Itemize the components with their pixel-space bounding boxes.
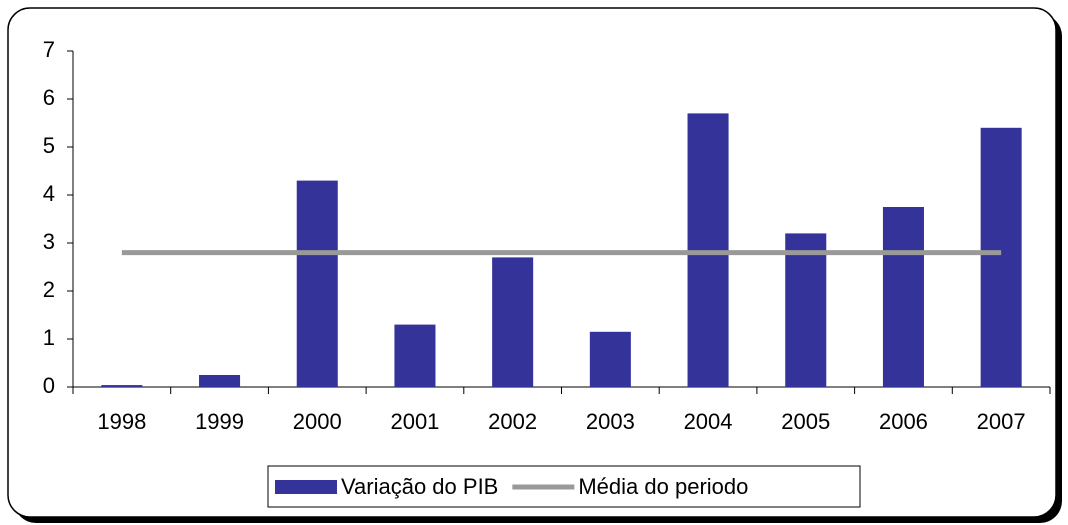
- legend-swatch: [275, 480, 337, 494]
- legend-label: Média do periodo: [578, 474, 748, 499]
- bar: [882, 207, 924, 387]
- x-tick-label: 2000: [293, 409, 342, 434]
- x-tick-label: 2002: [488, 409, 537, 434]
- y-tick-label: 5: [43, 133, 55, 158]
- y-tick-label: 7: [43, 37, 55, 62]
- x-tick-label: 2005: [781, 409, 830, 434]
- bar: [101, 385, 143, 387]
- y-tick-label: 0: [43, 373, 55, 398]
- bar: [980, 127, 1022, 388]
- x-tick-label: 1999: [195, 409, 244, 434]
- x-tick-label: 2007: [977, 409, 1026, 434]
- y-tick-label: 2: [43, 277, 55, 302]
- x-tick-label: 2004: [684, 409, 733, 434]
- legend-label: Variação do PIB: [341, 474, 498, 499]
- bar: [492, 257, 534, 387]
- y-tick-label: 3: [43, 229, 55, 254]
- y-tick-label: 4: [43, 181, 55, 206]
- y-tick-label: 6: [43, 85, 55, 110]
- x-tick-label: 1998: [97, 409, 146, 434]
- y-tick-label: 1: [43, 325, 55, 350]
- x-tick-label: 2006: [879, 409, 928, 434]
- bar: [394, 324, 436, 387]
- bar: [589, 331, 631, 387]
- bar: [785, 233, 827, 387]
- x-tick-label: 2001: [390, 409, 439, 434]
- bar: [296, 180, 338, 387]
- bar: [199, 375, 241, 387]
- x-tick-label: 2003: [586, 409, 635, 434]
